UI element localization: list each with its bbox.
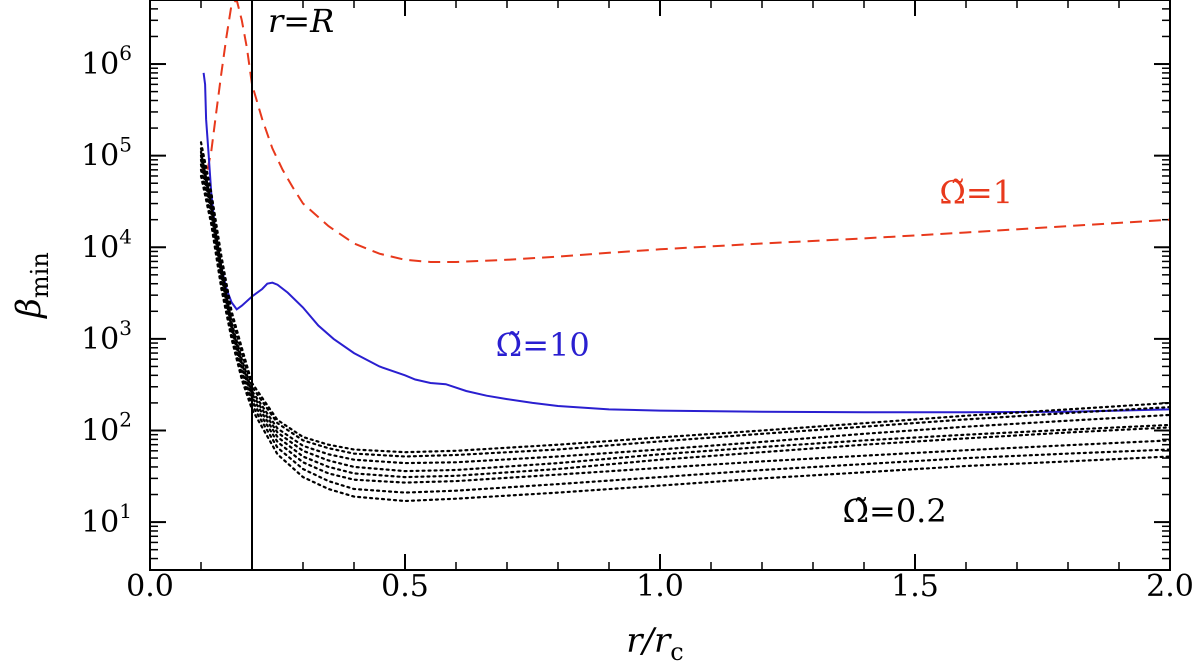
y-axis-label-main: β [9, 298, 49, 320]
x-tick-label: 0.5 [381, 569, 429, 604]
series-annotation: Ω̃=0.2 [842, 492, 946, 530]
y-tick-label-base: 10 [81, 413, 119, 448]
y-axis-label: βmin [9, 252, 54, 320]
y-tick-label: 105 [81, 133, 132, 174]
series-line-3 [199, 147, 1169, 458]
x-tick-label: 0.0 [126, 569, 174, 604]
x-tick-label: 1.0 [636, 569, 684, 604]
r-equals-R-label: r=R [268, 2, 334, 40]
y-tick-label-exponent: 2 [119, 407, 132, 431]
series-line-6 [199, 158, 1169, 479]
y-tick-label-base: 10 [81, 230, 119, 265]
y-tick-label-exponent: 4 [119, 224, 132, 248]
y-tick-label: 101 [81, 499, 132, 540]
x-axis-label-main: r/r [626, 621, 672, 661]
y-tick-label-base: 10 [81, 47, 119, 82]
series-annotation: Ω̃=10 [496, 326, 590, 364]
series-line-8 [199, 168, 1169, 494]
y-tick-label-base: 10 [81, 505, 119, 540]
series-annotation: Ω̃=1 [939, 174, 1013, 212]
y-tick-label-base: 10 [81, 322, 119, 357]
y-tick-label-exponent: 5 [119, 133, 132, 157]
series-layer [199, 1, 1169, 503]
x-tick-label: 2.0 [1146, 569, 1194, 604]
y-tick-label-exponent: 3 [119, 316, 132, 340]
plot-frame [149, 0, 1171, 571]
y-tick-label: 102 [81, 407, 132, 448]
x-tick-label: 1.5 [891, 569, 939, 604]
y-axis-label-sub: min [26, 252, 54, 298]
y-tick-label-exponent: 6 [119, 41, 132, 65]
series-line-1 [202, 72, 1169, 414]
x-axis-label: r/rc [626, 621, 683, 666]
y-tick-label-exponent: 1 [119, 499, 132, 523]
series-line-9 [199, 174, 1169, 503]
y-tick-label: 104 [81, 224, 132, 265]
series-line-7 [199, 163, 1169, 484]
series-line-0 [200, 1, 1169, 263]
axis-ticks [149, 0, 1171, 571]
x-axis-label-sub: c [670, 638, 683, 666]
y-tick-label: 103 [81, 316, 132, 357]
y-tick-label-base: 10 [81, 139, 119, 174]
y-tick-label: 106 [81, 41, 132, 82]
annotation-layer: Ω̃=1 Ω̃=10 Ω̃=0.2 [496, 174, 1013, 531]
x-tick-labels: 0.0 0.5 1.0 1.5 2.0 [126, 569, 1194, 604]
series-line-2 [199, 141, 1169, 454]
